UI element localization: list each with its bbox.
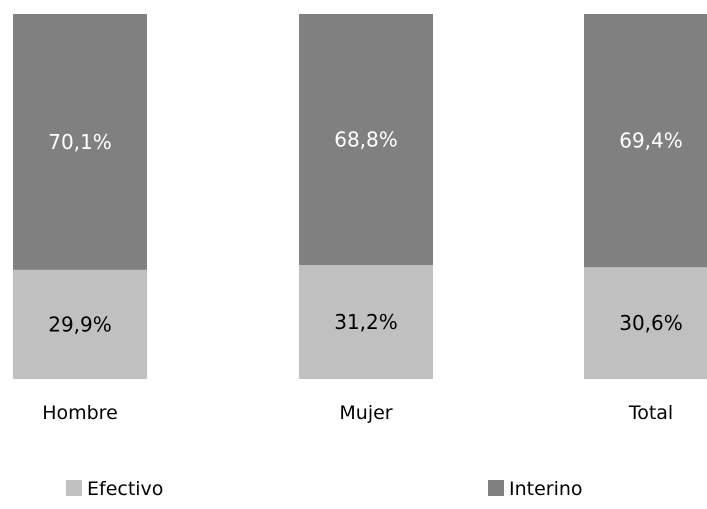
legend-label-efectivo: Efectivo	[87, 478, 163, 500]
category-label-mujer: Mujer	[339, 402, 392, 424]
bar-interino-total	[584, 14, 707, 268]
bar-interino-mujer	[299, 14, 433, 266]
legend-swatch-efectivo	[66, 480, 82, 496]
data-label-interino-hombre: 70,1%	[48, 130, 112, 154]
bar-interino-hombre	[13, 14, 147, 270]
bar-efectivo-hombre	[13, 269, 147, 379]
category-labels: Hombre Mujer Total	[42, 402, 673, 424]
legend-swatch-interino	[488, 480, 504, 496]
category-label-total: Total	[628, 402, 673, 424]
data-label-efectivo-mujer: 31,2%	[334, 310, 398, 334]
data-label-interino-total: 69,4%	[619, 129, 683, 153]
bars-layer: 29,9% 70,1% 31,2% 68,8% 30,6% 69,4%	[13, 14, 707, 379]
data-label-interino-mujer: 68,8%	[334, 128, 398, 152]
legend-label-interino: Interino	[509, 478, 583, 500]
category-label-hombre: Hombre	[42, 402, 118, 424]
legend: Efectivo Interino	[66, 478, 583, 500]
data-label-efectivo-total: 30,6%	[619, 311, 683, 335]
data-label-efectivo-hombre: 29,9%	[48, 312, 112, 336]
bar-efectivo-mujer	[299, 265, 433, 379]
bar-efectivo-total	[584, 267, 707, 379]
